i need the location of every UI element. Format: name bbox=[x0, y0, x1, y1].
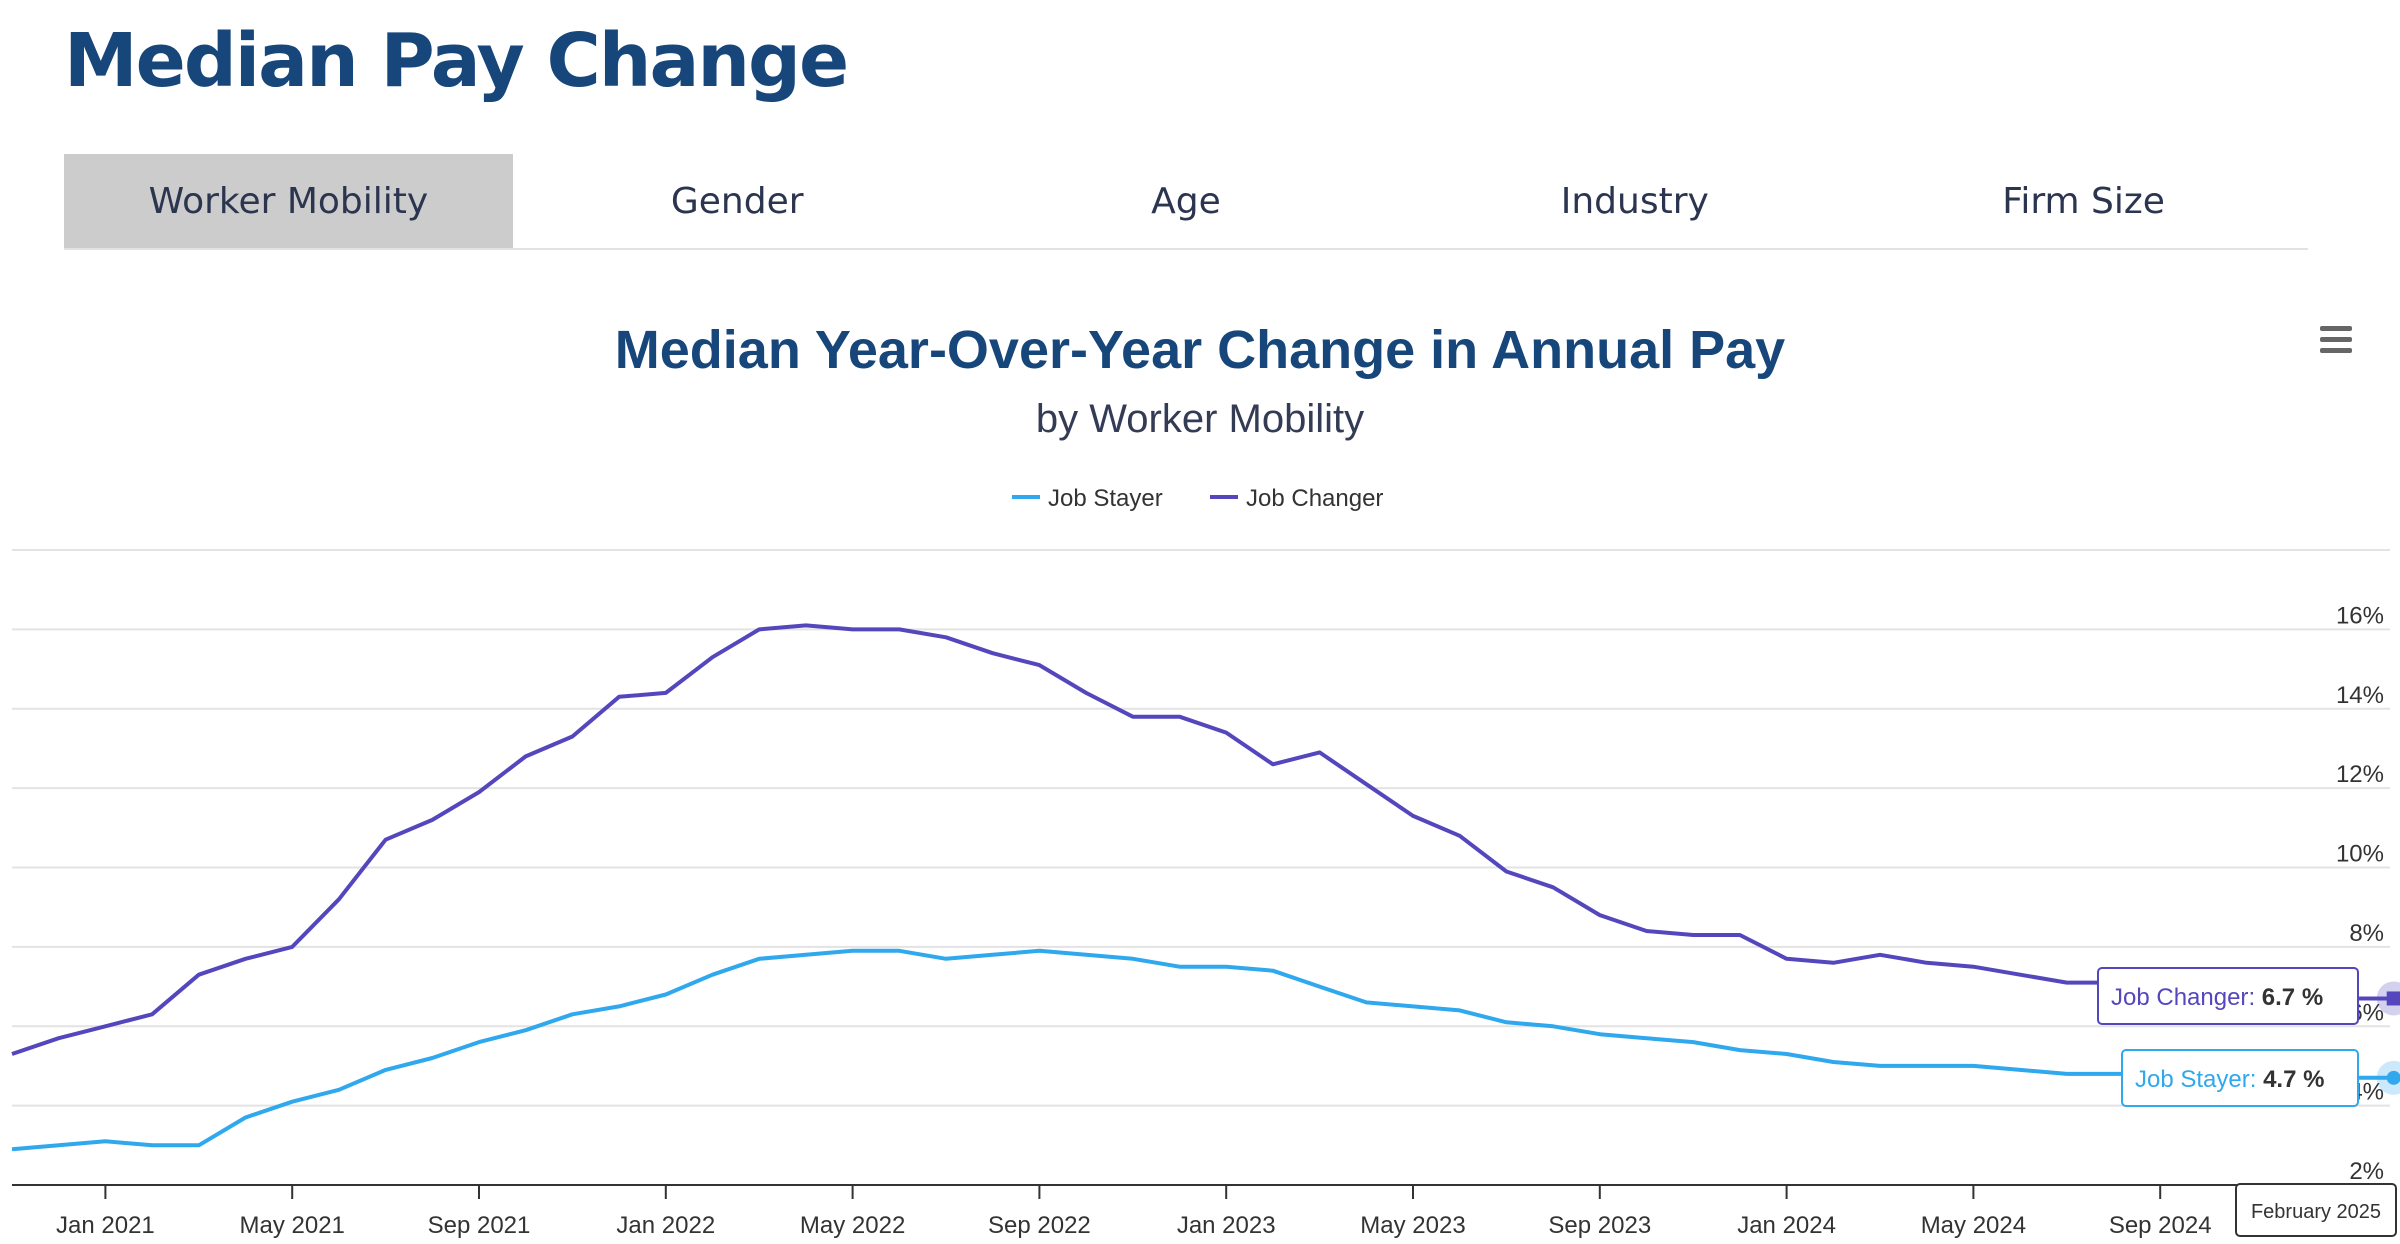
series-line-job-stayer[interactable] bbox=[11, 948, 2394, 1152]
page-title: Median Pay Change bbox=[64, 18, 849, 104]
tooltip-date: February 2025 bbox=[2235, 1183, 2397, 1237]
x-tick-label: Jan 2022 bbox=[616, 1212, 715, 1239]
x-tick-label: Jan 2023 bbox=[1177, 1212, 1276, 1239]
y-tick-label: 12% bbox=[2336, 761, 2384, 788]
tooltip-job-changer: Job Changer: 6.7 % bbox=[2097, 967, 2359, 1025]
svg-text:Job Changer: 6.7 %: Job Changer: 6.7 % bbox=[2111, 984, 2323, 1011]
tooltip-changer-value: 6.7 % bbox=[2262, 984, 2323, 1011]
tooltip-job-stayer: Job Stayer: 4.7 % bbox=[2121, 1049, 2359, 1107]
y-gridlines bbox=[12, 549, 2390, 1107]
point-job-changer[interactable] bbox=[2386, 991, 2400, 1006]
x-tick-label: May 2024 bbox=[1921, 1212, 2026, 1239]
x-tick-label: May 2023 bbox=[1360, 1212, 1465, 1239]
tooltip-changer-name: Job Changer bbox=[2111, 984, 2248, 1011]
x-axis: Jan 2021 May 2021 Sep 2021 Jan 2022 May 2022… bbox=[56, 1185, 2212, 1239]
x-tick-label: Sep 2024 bbox=[2109, 1212, 2212, 1239]
tooltip-stayer-name: Job Stayer bbox=[2135, 1066, 2250, 1093]
y-tick-label: 8% bbox=[2349, 920, 2384, 947]
tab-industry[interactable]: Industry bbox=[1560, 180, 1709, 222]
y-tick-label: 16% bbox=[2336, 602, 2384, 629]
tab-gender[interactable]: Gender bbox=[670, 180, 804, 222]
svg-text:Job Stayer: 4.7 %: Job Stayer: 4.7 % bbox=[2135, 1066, 2324, 1093]
chart-title: Median Year-Over-Year Change in Annual P… bbox=[615, 320, 1785, 380]
series-line-job-changer[interactable] bbox=[11, 623, 2394, 1056]
y-tick-label: 2% bbox=[2349, 1158, 2384, 1185]
tab-age[interactable]: Age bbox=[1151, 180, 1221, 222]
legend-label-job-changer: Job Changer bbox=[1246, 485, 1383, 512]
y-tick-label: 10% bbox=[2336, 841, 2384, 868]
x-tick-label: Sep 2023 bbox=[1548, 1212, 1651, 1239]
point-job-stayer[interactable] bbox=[2386, 1070, 2400, 1085]
legend-label-job-stayer: Job Stayer bbox=[1048, 485, 1163, 512]
x-tick-label: Sep 2022 bbox=[988, 1212, 1091, 1239]
legend-item-job-changer[interactable]: Job Changer bbox=[1210, 485, 1383, 512]
tooltip-date-label: February 2025 bbox=[2251, 1201, 2381, 1223]
tab-firm-size[interactable]: Firm Size bbox=[2002, 180, 2165, 222]
x-tick-label: May 2022 bbox=[800, 1212, 905, 1239]
legend-item-job-stayer[interactable]: Job Stayer bbox=[1012, 485, 1163, 512]
series-lines bbox=[11, 623, 2394, 1152]
tooltip-stayer-value: 4.7 % bbox=[2263, 1066, 2324, 1093]
y-tick-label: 14% bbox=[2336, 682, 2384, 709]
x-tick-label: Jan 2024 bbox=[1737, 1212, 1836, 1239]
x-tick-label: Sep 2021 bbox=[428, 1212, 531, 1239]
tab-bar: Worker Mobility Gender Age Industry Firm… bbox=[64, 154, 2308, 250]
chart-legend: Job Stayer Job Changer bbox=[1012, 485, 1383, 512]
tab-worker-mobility[interactable]: Worker Mobility bbox=[64, 154, 513, 248]
x-tick-label: Jan 2021 bbox=[56, 1212, 155, 1239]
series-points bbox=[2376, 981, 2400, 1095]
chart-subtitle: by Worker Mobility bbox=[1036, 397, 1364, 441]
x-tick-label: May 2021 bbox=[239, 1212, 344, 1239]
line-chart: Median Year-Over-Year Change in Annual P… bbox=[11, 320, 2400, 1239]
hamburger-menu-icon[interactable] bbox=[2320, 326, 2352, 354]
